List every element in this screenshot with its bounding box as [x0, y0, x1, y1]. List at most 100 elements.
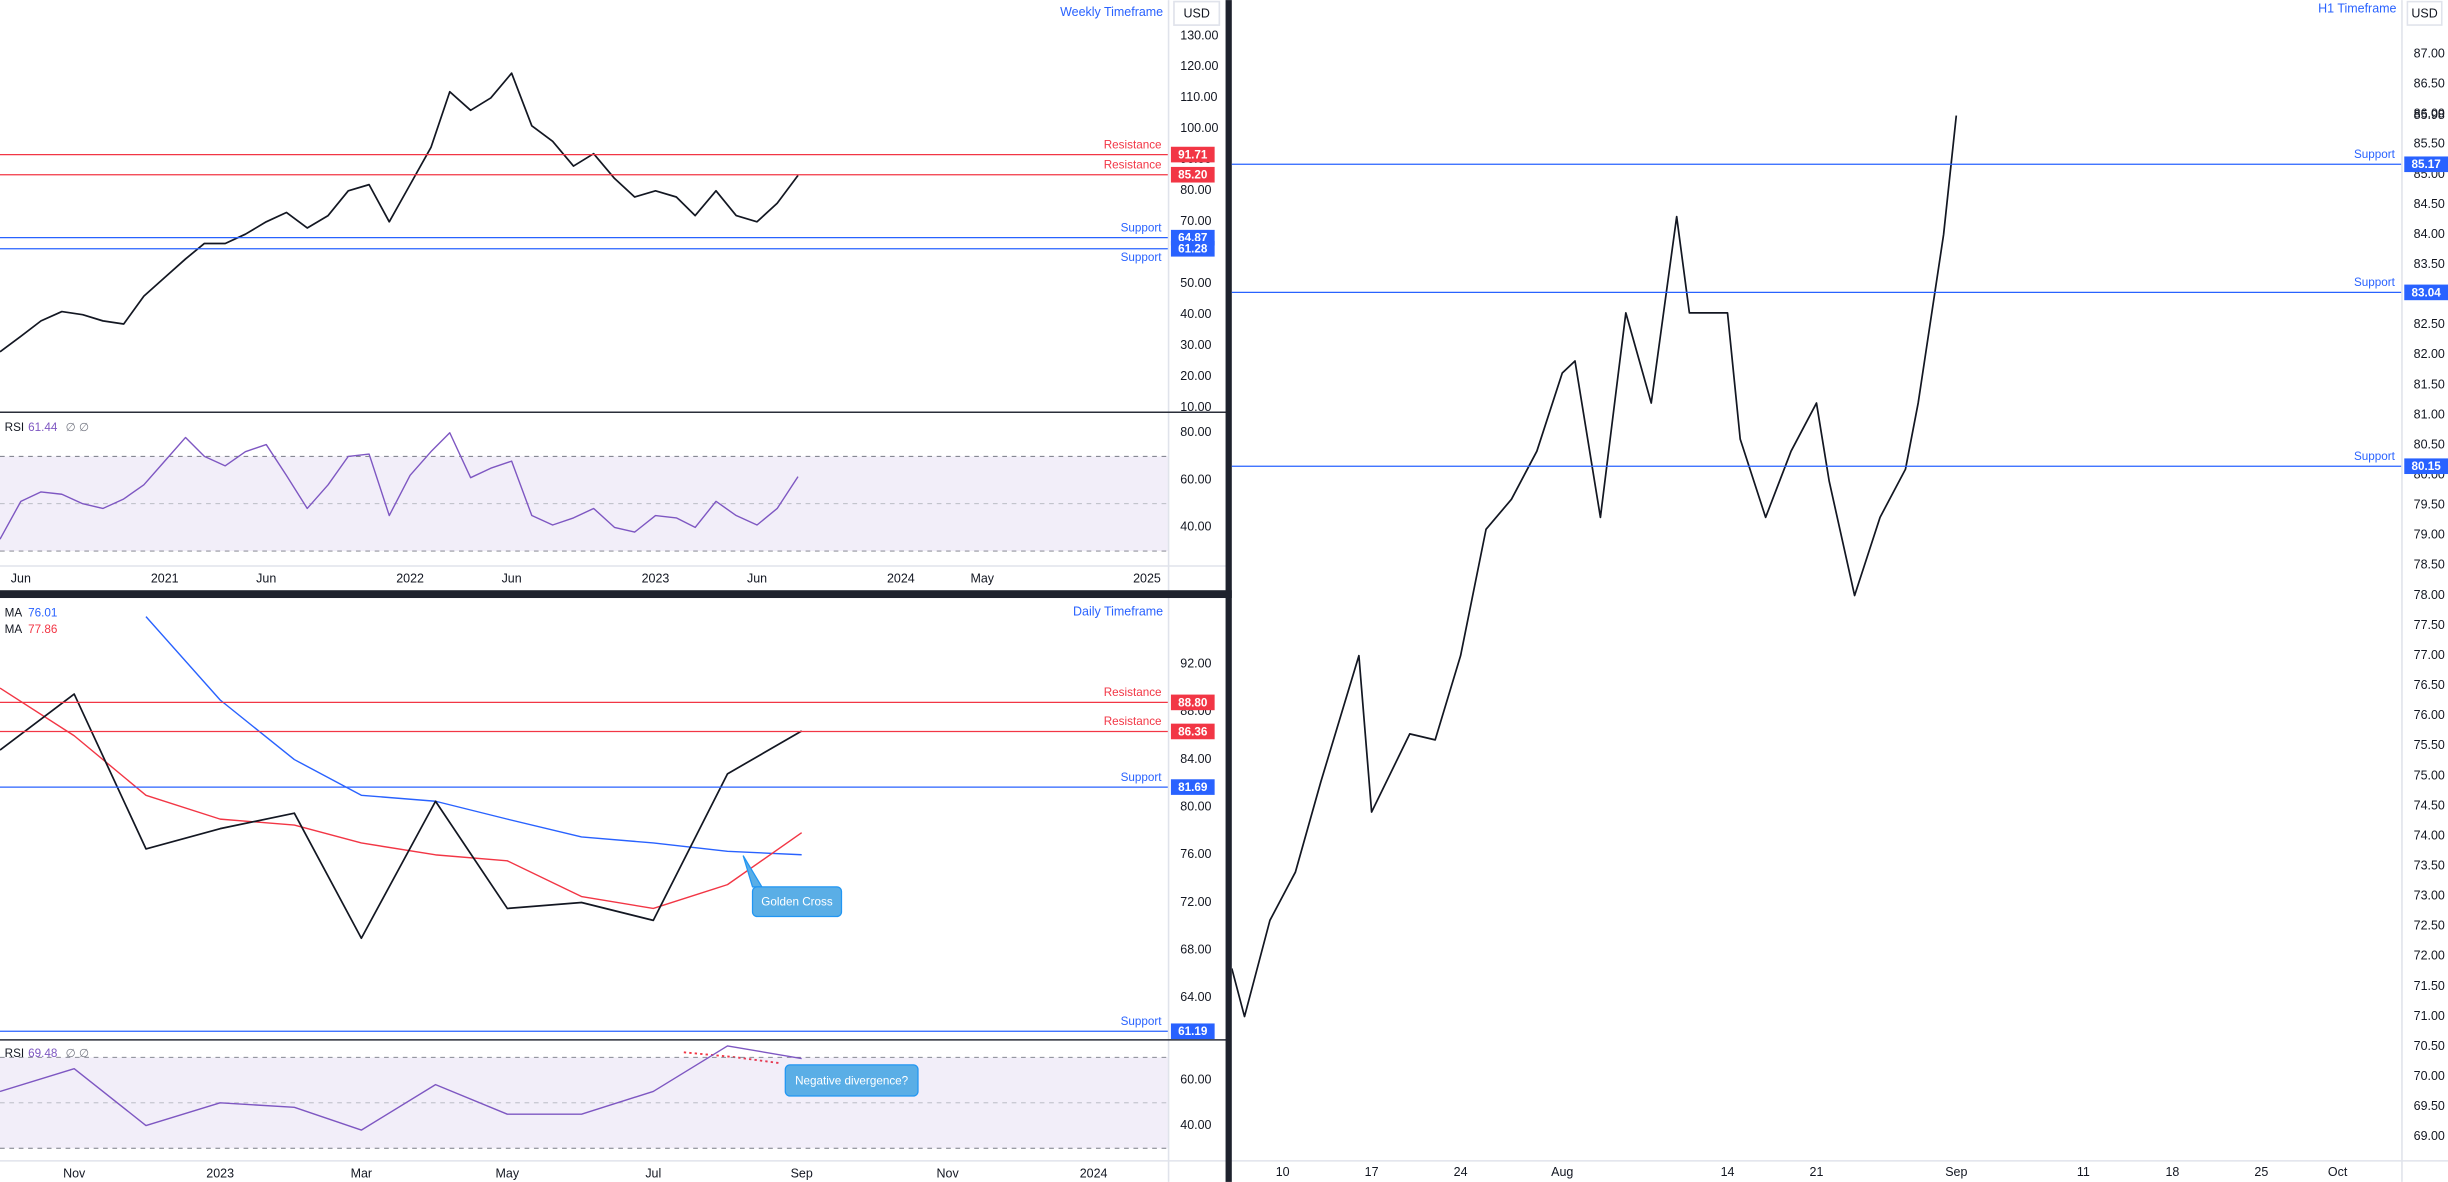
x-tick-label: 10 [1276, 1165, 1290, 1179]
x-tick-label: 2024 [1080, 1166, 1108, 1180]
x-tick-label: Nov [63, 1166, 86, 1180]
rsi-flags: ∅ ∅ [66, 1047, 90, 1060]
rsi-name: RSI [5, 421, 24, 434]
y-tick-label: 92.00 [1180, 657, 1211, 671]
y-tick-label: 81.50 [2414, 377, 2445, 391]
rsi-tick-label: 60.00 [1180, 472, 1211, 486]
x-tick-label: 2025 [1133, 572, 1161, 586]
y-tick-label: 84.00 [2414, 227, 2445, 241]
y-tick-label: 73.50 [2414, 858, 2445, 872]
y-tick-label: 100.00 [1180, 121, 1218, 135]
y-tick-label: 70.50 [2414, 1039, 2445, 1053]
x-tick-label: 21 [1810, 1165, 1824, 1179]
y-tick-label: 75.50 [2414, 738, 2445, 752]
level-tag-text: 85.20 [1178, 169, 1208, 182]
rsi-line [0, 432, 799, 540]
y-tick-label: 40.00 [1180, 307, 1211, 321]
level-tag [2404, 458, 2448, 475]
y-tick-label: 50.00 [1180, 276, 1211, 290]
x-tick-label: Aug [1551, 1165, 1573, 1179]
level-tag-text: 88.80 [1178, 696, 1208, 709]
x-tick-label: 2022 [396, 572, 424, 586]
y-tick-label: 76.50 [2414, 678, 2445, 692]
y-tick-label: 10.00 [1180, 400, 1211, 414]
x-tick-label: Mar [351, 1166, 372, 1180]
x-tick-label: 2024 [887, 572, 915, 586]
y-tick-label: 77.00 [2414, 648, 2445, 662]
y-tick-label: 78.00 [2414, 588, 2445, 602]
level-label: Support [2354, 450, 2396, 463]
level-label: Resistance [1104, 715, 1162, 728]
x-tick-label: 2021 [151, 572, 179, 586]
y-tick-label: 80.00 [1180, 800, 1211, 814]
callout-text: Golden Cross [761, 896, 833, 909]
level-label: Support [1121, 771, 1163, 784]
y-tick-label: 76.00 [1180, 847, 1211, 861]
callout: Golden Cross [742, 855, 843, 918]
level-label: Resistance [1104, 686, 1162, 699]
level-label: Support [1121, 221, 1163, 234]
rsi-tick-label: 60.00 [1180, 1072, 1211, 1086]
y-tick-label: 110.00 [1180, 90, 1217, 104]
y-tick-label: 68.00 [1180, 942, 1211, 956]
x-tick-label: Jun [747, 572, 767, 586]
price-line [0, 72, 799, 353]
callout: Negative divergence? [784, 1064, 919, 1097]
y-tick-label: 20.00 [1180, 369, 1211, 383]
price-line [1231, 115, 1958, 1018]
currency-label: USD [1184, 6, 1210, 20]
y-tick-label: 71.00 [2414, 1009, 2445, 1023]
y-tick-label: 72.50 [2414, 919, 2445, 933]
y-tick-label: 71.50 [2414, 979, 2445, 993]
x-tick-label: 2023 [642, 572, 670, 586]
panel-divider [0, 590, 1232, 599]
x-tick-label: Jun [256, 572, 276, 586]
rsi-value: 61.44 [28, 421, 58, 434]
y-tick-label: 77.50 [2414, 618, 2445, 632]
level-tag-text: 85.17 [2412, 158, 2441, 171]
level-tag [1170, 723, 1215, 740]
y-tick-label: 72.00 [2414, 949, 2445, 963]
level-label: Resistance [1104, 158, 1162, 171]
y-tick-label: 80.50 [2414, 437, 2445, 451]
rsi-tick-label: 40.00 [1180, 520, 1211, 534]
y-tick-label: 69.50 [2414, 1099, 2445, 1113]
y-tick-label: 79.00 [2414, 528, 2445, 542]
currency-label: USD [2411, 6, 2437, 20]
callout-box [784, 1064, 919, 1097]
level-tag [1170, 146, 1215, 163]
level-tag [1170, 240, 1215, 257]
level-label: Support [2354, 148, 2396, 161]
callout-box [751, 886, 843, 918]
level-tag [1170, 166, 1215, 183]
callout-text: Negative divergence? [795, 1074, 909, 1087]
x-tick-label: 17 [1365, 1165, 1379, 1179]
x-tick-label: Nov [937, 1166, 960, 1180]
y-tick-label: 84.00 [1180, 752, 1211, 766]
x-tick-label: Sep [1945, 1165, 1967, 1179]
y-tick-label: 82.00 [2414, 347, 2445, 361]
y-tick-label: 64.00 [1180, 990, 1211, 1004]
ma-line [0, 687, 803, 910]
price-line [0, 693, 803, 940]
rsi-line [0, 1045, 802, 1131]
level-tag [1170, 694, 1215, 711]
y-tick-label: 79.50 [2414, 498, 2445, 512]
x-tick-label: 18 [2165, 1165, 2179, 1179]
y-tick-label: 72.00 [1180, 895, 1211, 909]
y-tick-label: 75.00 [2414, 768, 2445, 782]
x-tick-label: 25 [2254, 1165, 2268, 1179]
level-tag-text: 81.69 [1178, 781, 1208, 794]
y-tick-label: 73.00 [2414, 889, 2445, 903]
legend-name: MA [5, 607, 23, 620]
y-tick-label: 85.50 [2414, 137, 2445, 151]
level-tag-text: 91.71 [1178, 148, 1208, 161]
rsi-name: RSI [5, 1047, 24, 1060]
legend-value: 76.01 [28, 607, 57, 620]
rsi-value: 69.48 [28, 1047, 57, 1060]
pane-title: H1 Timeframe [2318, 2, 2396, 16]
y-tick-label: 86.50 [2414, 77, 2445, 91]
level-label: Support [2354, 276, 2396, 289]
y-tick-label: 70.00 [2414, 1069, 2445, 1083]
y-tick-label: 84.50 [2414, 197, 2445, 211]
